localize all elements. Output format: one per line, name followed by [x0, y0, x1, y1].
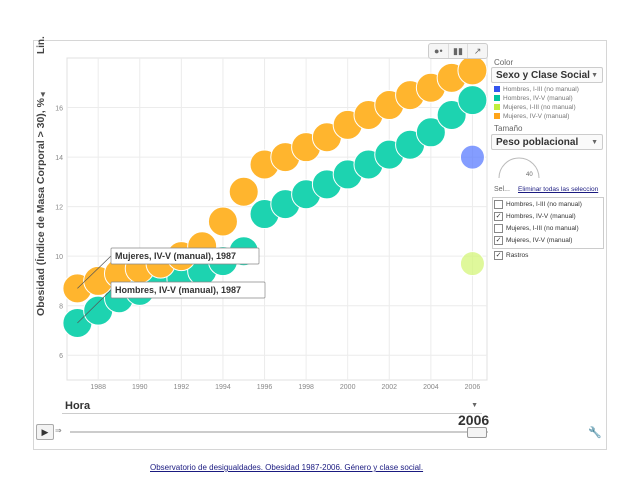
play-button[interactable]: ▶ [36, 424, 54, 440]
size-gauge-icon [498, 157, 540, 179]
y-tick-label: 6 [59, 353, 63, 360]
data-point [459, 144, 485, 170]
legend-swatch [494, 95, 500, 101]
check-icon: ✓ [494, 250, 503, 260]
checkbox-unchecked[interactable] [494, 199, 503, 209]
checkbox-checked[interactable]: ✓ [494, 235, 503, 245]
y-tick-label: 10 [55, 254, 63, 261]
line-chart-icon[interactable]: ↗ [473, 46, 482, 56]
size-dropdown[interactable]: Peso poblacional ▼ [491, 134, 603, 150]
size-gauge-value: 40 [526, 172, 533, 178]
select-list [492, 197, 604, 249]
checkbox-checked[interactable]: ✓ [494, 211, 503, 221]
size-label: Tamaño [494, 124, 523, 133]
legend-swatch [494, 113, 500, 119]
annotation-label: Mujeres, IV-V (manual), 1987 [115, 251, 236, 261]
legend-item[interactable]: Hombres, I-III (no manual) [494, 85, 579, 93]
legend-label: Hombres, IV-V (manual) [503, 94, 573, 102]
x-tick-label: 1996 [257, 384, 273, 391]
trails-checkbox[interactable]: ✓ Rastros [494, 250, 528, 260]
select-label: Sel... [494, 186, 510, 193]
legend-label: Hombres, I-III (no manual) [503, 85, 579, 93]
checkbox-unchecked[interactable] [494, 223, 503, 233]
color-label: Color [494, 58, 514, 67]
y-tick-label: 14 [55, 155, 63, 162]
bar-chart-icon[interactable]: ▮▮ [449, 44, 469, 58]
annotation-leader [77, 255, 112, 289]
chevron-down-icon: ▼ [471, 402, 478, 409]
x-tick-label: 1988 [90, 384, 106, 391]
legend-label: Mujeres, I-III (no manual) [503, 103, 576, 111]
legend-swatch [494, 104, 500, 110]
chevron-down-icon[interactable]: ▼ [39, 90, 47, 99]
data-point [459, 251, 485, 277]
select-item[interactable]: Mujeres, I-III (no manual) [494, 223, 579, 233]
chevron-down-icon: ▼ [591, 72, 598, 79]
data-point [457, 85, 488, 116]
legend-swatch [494, 86, 500, 92]
y-scale-toggle[interactable]: Lin. [36, 36, 47, 54]
data-point [457, 55, 488, 86]
data-point [436, 99, 467, 130]
y-tick-label: 12 [55, 205, 63, 212]
size-dropdown-value: Peso poblacional [496, 137, 579, 148]
chart-type-switcher: ●• ▮▮ ↗ [428, 43, 488, 59]
deselect-all-link[interactable]: Eliminar todas las seleccion [518, 186, 599, 193]
annotation-box [110, 247, 260, 265]
x-tick-label: 1998 [298, 384, 314, 391]
caption-link[interactable]: Observatorio de desigualdades. Obesidad … [150, 463, 424, 472]
y-tick-label: 8 [59, 304, 63, 311]
y-tick-label: 16 [55, 106, 63, 113]
select-item[interactable]: Hombres, I-III (no manual) [494, 199, 582, 209]
x-tick-label: 1990 [132, 384, 148, 391]
annotation-label: Hombres, IV-V (manual), 1987 [115, 285, 241, 295]
x-tick-label: 1992 [174, 384, 190, 391]
speed-icon[interactable]: ⇒ [55, 426, 62, 435]
bubble-chart-icon[interactable]: ●• [429, 44, 449, 58]
data-point [228, 176, 259, 207]
select-item-label: Hombres, IV-V (manual) [506, 212, 576, 220]
time-dimension-value: Hora [65, 400, 91, 412]
select-item-label: Mujeres, IV-V (manual) [506, 236, 573, 244]
data-point [207, 206, 238, 237]
annotation-box [110, 281, 266, 299]
wrench-icon[interactable]: 🔧 [588, 427, 602, 439]
annotation-leader [77, 289, 112, 324]
time-slider-thumb[interactable] [467, 427, 487, 438]
data-point [415, 117, 446, 148]
select-item-label: Mujeres, I-III (no manual) [506, 224, 579, 232]
color-dropdown-value: Sexo y Clase Social [496, 70, 590, 81]
time-dimension-dropdown[interactable]: Hora ▼ [62, 398, 482, 414]
x-tick-label: 2006 [465, 384, 481, 391]
chevron-down-icon: ▼ [591, 139, 598, 146]
select-item-label: Hombres, I-III (no manual) [506, 200, 582, 208]
x-tick-label: 2000 [340, 384, 356, 391]
current-year: 2006 [458, 412, 490, 428]
legend-item[interactable]: Hombres, IV-V (manual) [494, 94, 573, 102]
color-dropdown[interactable]: Sexo y Clase Social ▼ [491, 67, 603, 83]
legend-label: Mujeres, IV-V (manual) [503, 112, 570, 120]
select-item[interactable]: ✓ Mujeres, IV-V (manual) [494, 235, 572, 245]
select-item[interactable]: ✓ Hombres, IV-V (manual) [494, 211, 576, 221]
legend-item[interactable]: Mujeres, IV-V (manual) [494, 112, 569, 120]
trails-label: Rastros [506, 251, 529, 259]
x-tick-label: 1994 [215, 384, 231, 391]
x-tick-label: 2004 [423, 384, 439, 391]
time-slider-track[interactable] [70, 431, 488, 433]
x-tick-label: 2002 [381, 384, 397, 391]
legend-item[interactable]: Mujeres, I-III (no manual) [494, 103, 576, 111]
